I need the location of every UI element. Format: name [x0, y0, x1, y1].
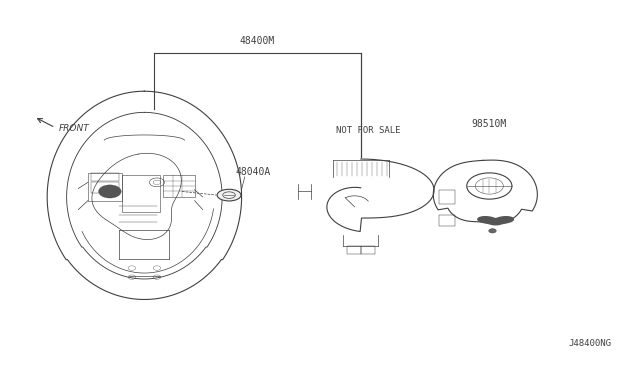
Text: NOT FOR SALE: NOT FOR SALE — [335, 126, 400, 135]
Bar — [91, 182, 119, 193]
Circle shape — [489, 229, 496, 233]
Text: 48040A: 48040A — [236, 167, 271, 177]
Polygon shape — [478, 217, 513, 225]
Bar — [88, 173, 122, 201]
Bar — [439, 190, 455, 204]
Bar — [362, 246, 375, 254]
Circle shape — [99, 185, 121, 198]
Bar — [91, 173, 119, 180]
Text: 98510M: 98510M — [472, 119, 507, 129]
Text: 48400M: 48400M — [239, 36, 275, 46]
Ellipse shape — [217, 189, 241, 201]
Bar — [347, 246, 361, 254]
Text: J48400NG: J48400NG — [569, 339, 612, 348]
Bar — [122, 175, 160, 212]
Bar — [163, 175, 195, 197]
Text: FRONT: FRONT — [58, 124, 89, 133]
Bar — [439, 215, 455, 226]
